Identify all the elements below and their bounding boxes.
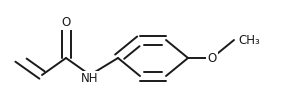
Text: NH: NH (81, 72, 99, 85)
Text: CH₃: CH₃ (238, 33, 260, 47)
Text: O: O (61, 16, 71, 29)
Text: O: O (207, 52, 217, 64)
